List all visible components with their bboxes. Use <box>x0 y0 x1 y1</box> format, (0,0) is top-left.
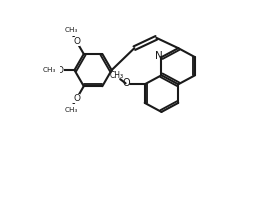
Text: CH₃: CH₃ <box>43 67 56 73</box>
Text: O: O <box>123 78 130 88</box>
Text: O: O <box>73 37 80 46</box>
Text: O: O <box>57 66 64 75</box>
Text: CH₃: CH₃ <box>110 71 124 80</box>
Text: CH₃: CH₃ <box>64 27 78 33</box>
Text: CH₃: CH₃ <box>64 108 78 113</box>
Text: O: O <box>73 94 80 103</box>
Text: N: N <box>155 51 162 61</box>
